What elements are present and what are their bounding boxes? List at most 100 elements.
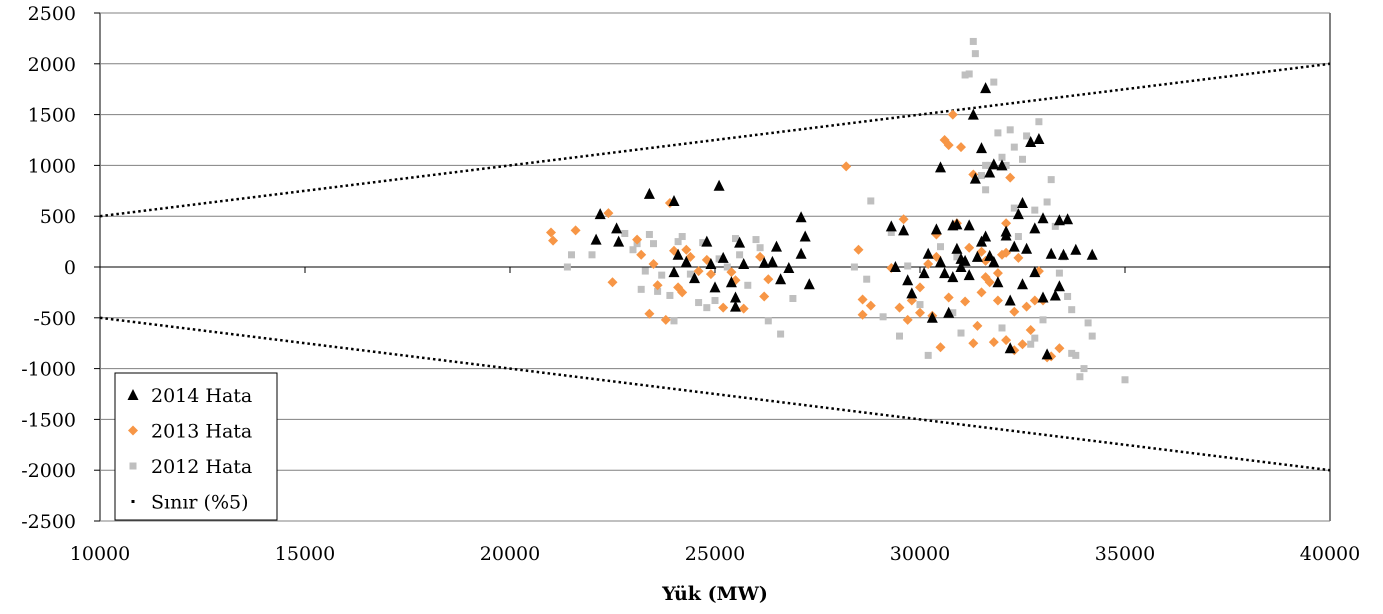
point-2012-hata — [658, 271, 666, 279]
point-2014-hata — [725, 276, 737, 288]
point-2012-hata — [1010, 204, 1018, 212]
point-2014-hata — [701, 235, 713, 247]
legend: 2014 Hata 2013 Hata 2012 Hata Sınır (%5) — [114, 372, 278, 521]
point-2012-hata — [1023, 132, 1031, 140]
legend-label: 2014 Hata — [151, 385, 252, 407]
point-2014-hata — [1012, 208, 1024, 220]
point-2013-hata — [1017, 339, 1028, 350]
point-2013-hata — [960, 296, 971, 307]
point-2014-hata — [1021, 242, 1033, 254]
point-2012-hata — [650, 240, 657, 248]
point-2014-hata — [738, 257, 750, 269]
point-2012-hata — [965, 70, 973, 78]
point-2014-hata — [939, 267, 951, 279]
point-2013-hata — [976, 246, 987, 257]
point-2012-hata — [982, 161, 990, 169]
point-2014-hata — [906, 287, 918, 299]
point-2012-hata — [998, 324, 1006, 332]
point-2014-hata — [709, 281, 721, 293]
point-2014-hata — [963, 219, 975, 231]
point-2012-hata — [998, 153, 1006, 161]
point-2013-hata — [988, 337, 999, 348]
point-2014-hata — [1004, 342, 1016, 354]
y-tick-label: 1500 — [28, 105, 76, 127]
point-2013-hata — [915, 282, 925, 293]
point-2012-hata — [850, 263, 858, 271]
point-2012-hata — [764, 317, 772, 325]
point-2013-hata — [968, 338, 979, 349]
point-2014-hata — [959, 254, 971, 266]
y-axis-tick-labels: 2500 2000 1500 1000 500 0 -500 -1000 -1500 -2000 -… — [21, 3, 76, 533]
point-2012-hata — [957, 329, 965, 337]
point-2013-hata — [841, 161, 852, 172]
point-2014-hata — [713, 179, 725, 191]
point-2012-hata — [1088, 332, 1096, 340]
point-2012-hata — [1006, 126, 1014, 134]
point-2013-hata — [857, 309, 868, 320]
point-2012-hata — [904, 262, 912, 270]
y-tick-label: 2500 — [28, 3, 76, 25]
point-2012-hata — [678, 233, 686, 241]
point-2013-hata — [755, 251, 766, 262]
legend-label: 2012 Hata — [151, 456, 252, 478]
point-2013-hata — [652, 280, 663, 291]
point-2014-hata — [1053, 280, 1065, 292]
point-2014-hata — [717, 251, 729, 263]
point-2012-hata — [1084, 319, 1092, 327]
point-2012-hata — [752, 236, 760, 244]
point-2014-hata — [668, 194, 680, 206]
y-tick-label: -500 — [33, 308, 76, 330]
point-2013-hata — [956, 142, 966, 153]
point-2014-hata — [947, 271, 959, 283]
point-2014-hata — [783, 262, 795, 274]
point-2014-hata — [984, 166, 996, 178]
point-2013-hata — [1005, 172, 1016, 183]
point-2013-hata — [1009, 306, 1020, 317]
point-2012-hata — [703, 304, 711, 312]
point-2012-hata — [1121, 376, 1129, 384]
point-2013-hata — [1013, 252, 1024, 263]
point-2014-hata — [803, 278, 815, 290]
point-2014-hata — [1053, 214, 1065, 226]
point-2013-hata — [693, 266, 704, 277]
point-2014-hata — [980, 82, 992, 94]
point-2012-hata — [711, 297, 719, 305]
point-2012-hata — [666, 291, 674, 299]
point-2013-hata — [603, 208, 614, 219]
point-2012-hata — [916, 301, 924, 309]
point-2012-hata — [621, 229, 629, 237]
point-2012-hata — [1019, 155, 1026, 163]
point-2012-hata — [686, 270, 694, 278]
x-tick-label: 20000 — [480, 543, 540, 565]
point-2012-hata — [924, 351, 932, 359]
point-2013-hata — [980, 255, 991, 266]
x-axis-title: Yük (MW) — [661, 583, 768, 605]
point-2012-hata — [969, 37, 977, 45]
point-2013-hata — [726, 267, 737, 278]
point-2014-hata — [922, 247, 934, 259]
point-2014-hata — [775, 273, 787, 285]
point-2014-hata — [1000, 229, 1012, 241]
point-2013-hata — [935, 342, 946, 353]
point-2014-hata — [795, 211, 807, 223]
point-2013-hata — [857, 294, 868, 305]
point-2012-hata — [674, 238, 682, 246]
point-2012-hata — [863, 275, 871, 283]
point-2013-hata — [915, 307, 925, 318]
point-2014-hata — [672, 248, 684, 260]
point-2014-hata — [1049, 289, 1061, 301]
point-2012-hata — [654, 287, 662, 295]
point-2014-hata — [1062, 213, 1074, 225]
point-2014-hata — [935, 255, 946, 267]
point-2014-hata — [951, 242, 963, 254]
point-2014-hata — [590, 233, 602, 245]
point-2014-hata — [926, 311, 938, 323]
point-2014-hata — [1041, 348, 1053, 360]
point-2012-hata — [568, 251, 575, 259]
x-tick-label: 40000 — [1300, 543, 1360, 565]
legend-label: 2013 Hata — [151, 421, 252, 443]
point-2012-hata — [867, 197, 875, 205]
point-2013-hata — [1054, 343, 1065, 354]
point-2014-hata — [766, 255, 778, 267]
point-2012-hata — [949, 309, 957, 317]
